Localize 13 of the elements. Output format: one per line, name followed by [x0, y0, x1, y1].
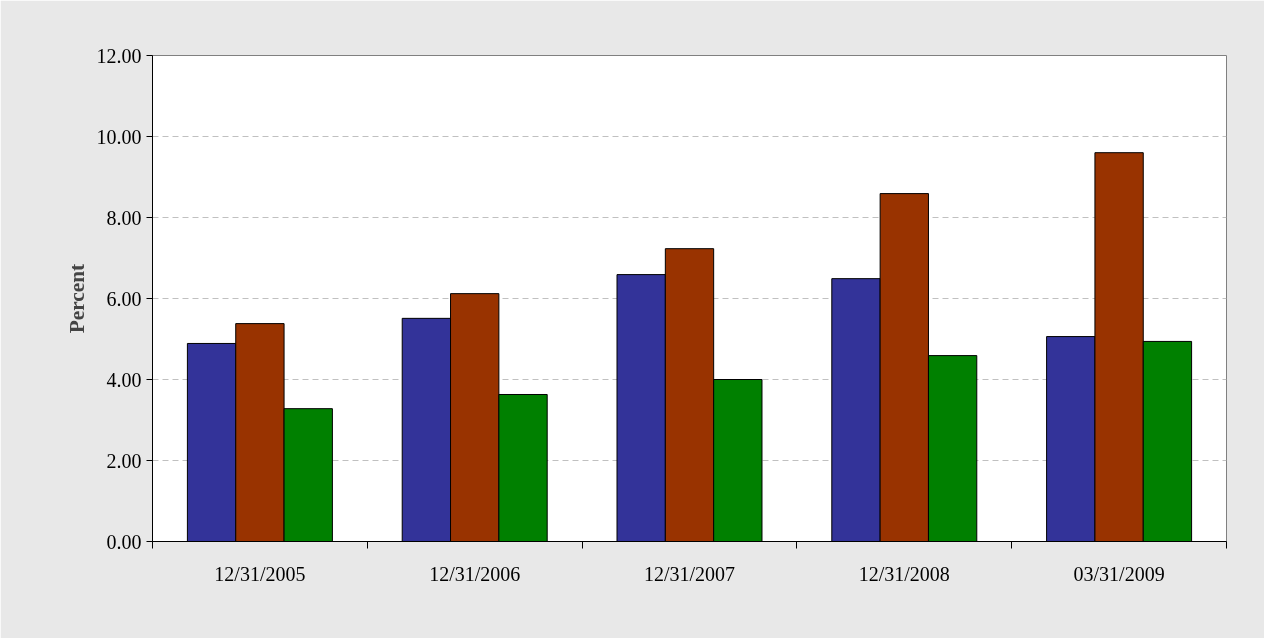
- y-tick-label: 8.00: [106, 206, 142, 229]
- y-tick-label: 0.00: [106, 530, 142, 553]
- x-tick-label: 12/31/2008: [858, 562, 950, 585]
- y-tick-label: 10.00: [96, 125, 142, 148]
- y-tick-label: 2.00: [106, 449, 142, 472]
- x-tick-label: 12/31/2006: [429, 562, 521, 585]
- y-tick-label: 4.00: [106, 368, 142, 391]
- y-tick-label: 6.00: [106, 287, 142, 310]
- y-tick-label: 12.00: [96, 44, 142, 67]
- y-axis-title: Percent: [64, 262, 89, 334]
- x-tick-label: 12/31/2007: [643, 562, 736, 585]
- x-tick-label: 03/31/2009: [1073, 562, 1165, 585]
- x-tick-label: 12/31/2005: [214, 562, 306, 585]
